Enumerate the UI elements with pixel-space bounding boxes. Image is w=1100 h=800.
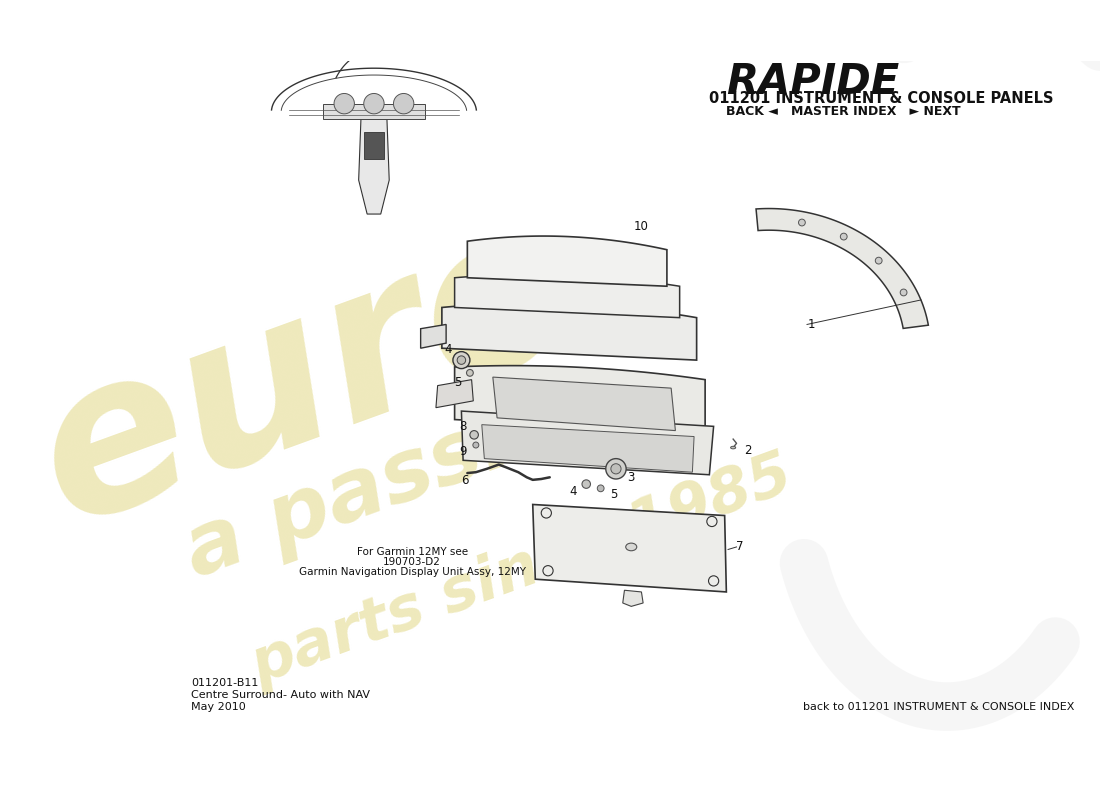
Ellipse shape — [626, 543, 637, 550]
Text: Garmin Navigation Display Unit Assy, 12MY: Garmin Navigation Display Unit Assy, 12M… — [299, 567, 526, 578]
Polygon shape — [482, 425, 694, 472]
Polygon shape — [468, 236, 667, 286]
Circle shape — [840, 233, 847, 240]
Circle shape — [458, 356, 465, 364]
Text: 2: 2 — [744, 444, 751, 457]
Text: 4: 4 — [444, 343, 452, 357]
Bar — [364, 132, 384, 159]
Polygon shape — [359, 112, 389, 214]
Text: BACK ◄   MASTER INDEX   ► NEXT: BACK ◄ MASTER INDEX ► NEXT — [726, 105, 961, 118]
Circle shape — [707, 516, 717, 526]
Circle shape — [470, 430, 478, 439]
Circle shape — [597, 485, 604, 492]
Text: 8: 8 — [460, 420, 466, 433]
Text: 011201 INSTRUMENT & CONSOLE PANELS: 011201 INSTRUMENT & CONSOLE PANELS — [710, 91, 1054, 106]
Polygon shape — [420, 325, 447, 348]
Polygon shape — [442, 303, 696, 360]
Circle shape — [334, 94, 354, 114]
Text: euro: euro — [10, 182, 602, 568]
Bar — [323, 104, 425, 119]
Polygon shape — [493, 377, 675, 430]
Text: back to 011201 INSTRUMENT & CONSOLE INDEX: back to 011201 INSTRUMENT & CONSOLE INDE… — [803, 702, 1075, 711]
Circle shape — [543, 566, 553, 576]
Text: Centre Surround- Auto with NAV: Centre Surround- Auto with NAV — [191, 690, 371, 700]
Text: 5: 5 — [454, 376, 462, 389]
Circle shape — [466, 370, 473, 376]
Circle shape — [473, 442, 478, 448]
Polygon shape — [436, 380, 473, 408]
Text: 10: 10 — [634, 220, 649, 234]
Polygon shape — [532, 505, 726, 592]
Circle shape — [364, 94, 384, 114]
Circle shape — [541, 508, 551, 518]
Polygon shape — [756, 209, 928, 329]
Circle shape — [582, 480, 591, 488]
Polygon shape — [623, 590, 643, 606]
Text: 011201-B11: 011201-B11 — [191, 678, 258, 688]
Text: 5: 5 — [610, 488, 618, 501]
Circle shape — [394, 94, 414, 114]
Polygon shape — [461, 411, 714, 474]
Text: 7: 7 — [736, 541, 744, 554]
Text: parts since 1985: parts since 1985 — [244, 445, 801, 696]
Text: 4: 4 — [570, 486, 578, 498]
Circle shape — [606, 458, 626, 479]
Polygon shape — [454, 366, 705, 433]
Circle shape — [799, 219, 805, 226]
Text: RAPIDE: RAPIDE — [726, 62, 900, 103]
Text: 3: 3 — [628, 471, 635, 484]
Text: a passion: a passion — [173, 359, 635, 595]
Text: 9: 9 — [460, 446, 466, 458]
Ellipse shape — [730, 446, 736, 449]
Text: May 2010: May 2010 — [191, 702, 246, 711]
Circle shape — [453, 352, 470, 369]
Circle shape — [876, 258, 882, 264]
Circle shape — [708, 576, 718, 586]
Text: 190703-D2: 190703-D2 — [383, 558, 441, 567]
Circle shape — [610, 464, 621, 474]
Polygon shape — [454, 274, 680, 318]
Text: For Garmin 12MY see: For Garmin 12MY see — [356, 547, 468, 557]
Text: 1: 1 — [807, 318, 815, 331]
Text: 6: 6 — [461, 474, 469, 487]
Circle shape — [900, 289, 908, 296]
